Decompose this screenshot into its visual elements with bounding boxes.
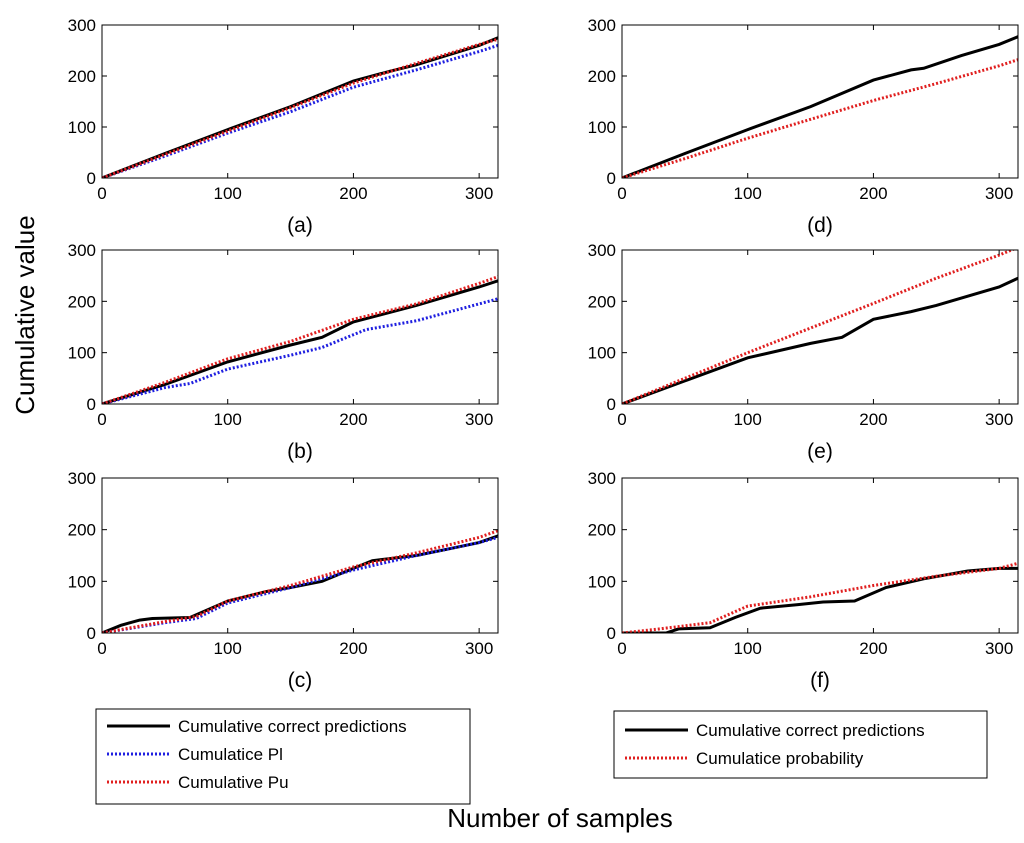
series-line [622,276,1018,404]
x-tick-label: 200 [339,410,367,429]
axes-box [101,249,499,405]
y-tick-label: 300 [588,241,616,260]
series-line [102,37,498,178]
axes-box [621,249,1019,405]
x-tick-label: 100 [214,410,242,429]
x-tick-label: 200 [859,184,887,203]
legend-label-correct: Cumulative correct predictions [696,721,925,740]
y-tick-label: 300 [588,16,616,35]
axes-box [101,24,499,179]
x-tick-label: 0 [97,639,106,658]
panel-label: (f) [810,669,830,692]
legend-label-pl: Cumulatice Pl [178,745,283,764]
y-tick-label: 200 [68,67,96,86]
axes-box [621,477,1019,634]
y-tick-label: 0 [607,169,616,188]
series-line [102,534,498,633]
y-tick-label: 0 [87,624,96,643]
x-tick-label: 300 [985,184,1013,203]
x-tick-label: 100 [734,184,762,203]
x-tick-label: 200 [859,639,887,658]
legend-right-box [613,710,988,779]
series-line [622,35,1018,178]
x-tick-label: 300 [465,639,493,658]
chart-panel: 0 100 200 300 0 100 200 300 (b) [68,241,499,463]
x-tick-label: 200 [339,639,367,658]
x-tick-label: 0 [617,639,626,658]
y-tick-label: 300 [68,241,96,260]
y-tick-label: 100 [588,572,616,591]
series-line [102,297,498,404]
y-tick-label: 200 [588,292,616,311]
y-tick-label: 200 [588,521,616,540]
axes-box [621,24,1019,179]
series-line [102,43,498,178]
y-tick-label: 100 [588,118,616,137]
panel-label: (c) [288,669,313,692]
series-line [622,250,1016,404]
series-line [102,275,498,404]
y-tick-label: 0 [607,395,616,414]
x-tick-label: 0 [617,184,626,203]
panel-label: (e) [807,440,833,463]
panel-label: (d) [807,214,833,237]
axes-box [101,477,499,634]
x-tick-label: 0 [97,410,106,429]
chart-panel: 0 100 200 300 0 100 200 300 (d) [588,16,1019,237]
y-tick-label: 0 [607,624,616,643]
x-tick-label: 300 [465,410,493,429]
legend-label-correct: Cumulative correct predictions [178,717,407,736]
legend-left: Cumulative correct predictions Cumulatic… [95,708,471,805]
chart-panel: 0 100 200 300 0 100 200 300 (e) [588,241,1019,463]
y-tick-label: 100 [68,344,96,363]
x-tick-label: 300 [985,639,1013,658]
x-tick-label: 100 [214,639,242,658]
legend-label-probability: Cumulatice probability [696,749,864,768]
y-tick-label: 0 [87,395,96,414]
x-tick-label: 300 [465,184,493,203]
y-tick-label: 200 [68,292,96,311]
chart-panel: 0 100 200 300 0 100 200 300 (f) [588,469,1019,692]
panel-label: (a) [287,214,313,237]
legend-right: Cumulative correct predictions Cumulatic… [613,710,988,779]
y-axis-label: Cumulative value [10,215,40,414]
y-tick-label: 100 [588,344,616,363]
x-tick-label: 0 [617,410,626,429]
y-tick-label: 0 [87,169,96,188]
chart-panel: 0 100 200 300 0 100 200 300 (c) [68,469,499,692]
y-tick-label: 100 [68,118,96,137]
series-line [622,561,1018,633]
legend-label-pu: Cumulative Pu [178,773,289,792]
x-tick-label: 100 [734,639,762,658]
series-line [622,566,1018,633]
x-tick-label: 200 [859,410,887,429]
y-tick-label: 200 [68,521,96,540]
y-tick-label: 300 [588,469,616,488]
series-line [102,529,498,633]
y-tick-label: 100 [68,572,96,591]
y-tick-label: 300 [68,16,96,35]
series-line [102,36,498,178]
x-tick-label: 100 [734,410,762,429]
series-line [102,279,498,404]
x-tick-label: 200 [339,184,367,203]
x-tick-label: 300 [985,410,1013,429]
y-tick-label: 200 [588,67,616,86]
series-line [622,58,1018,178]
x-axis-label: Number of samples [447,803,672,833]
x-tick-label: 0 [97,184,106,203]
panel-label: (b) [287,440,313,463]
x-tick-label: 100 [214,184,242,203]
y-tick-label: 300 [68,469,96,488]
chart-panel: 0 100 200 300 0 100 200 300 (a) [68,16,499,237]
